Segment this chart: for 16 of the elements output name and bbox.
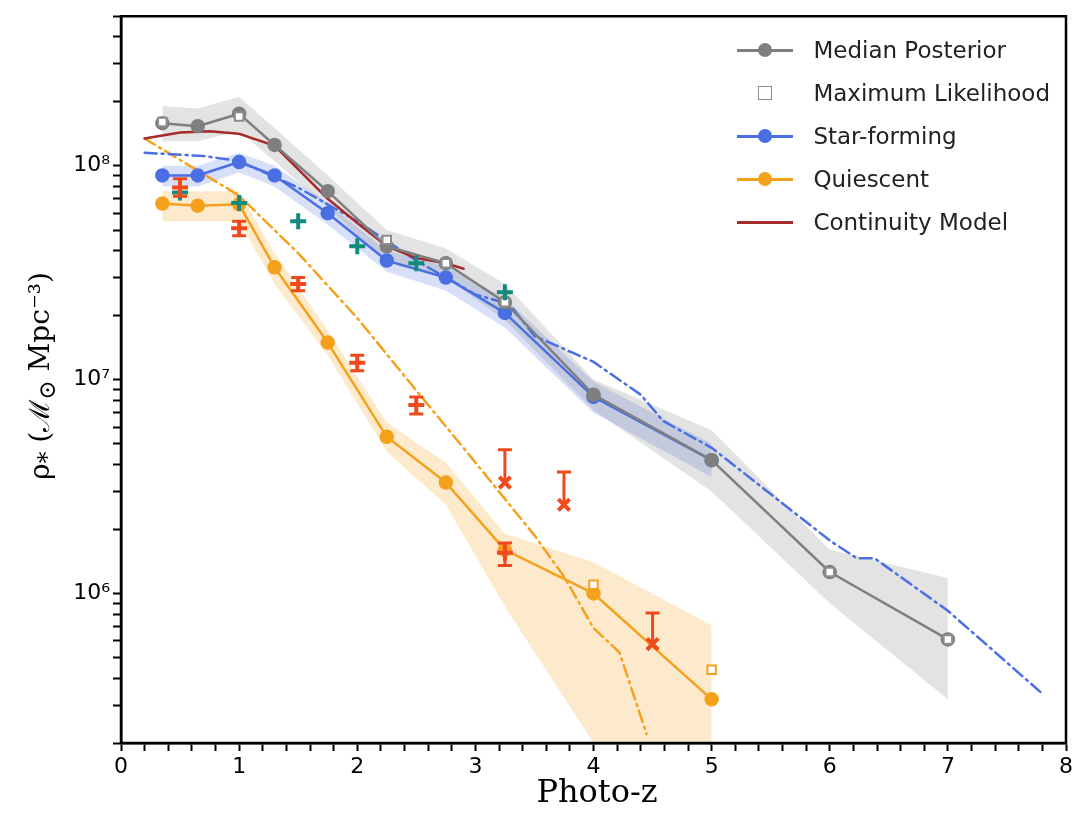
legend-label: Median Posterior xyxy=(813,36,1007,63)
x-tick-label: 7 xyxy=(940,752,955,778)
legend-label: Star-forming xyxy=(813,122,957,149)
x-tick-label: 8 xyxy=(1059,752,1073,778)
legend-label: Quiescent xyxy=(813,165,930,192)
x-tick-label: 5 xyxy=(704,752,719,778)
y-tick-label: 10⁷ xyxy=(73,365,110,391)
x-tick-label: 0 xyxy=(114,752,128,778)
y-tick-label: 10⁸ xyxy=(73,151,111,177)
legend-label: Maximum Likelihood xyxy=(813,79,1050,106)
y-tick-label: 10⁶ xyxy=(73,579,111,605)
x-tick-label: 3 xyxy=(468,752,483,778)
legend-label: Continuity Model xyxy=(813,208,1009,235)
x-tick-label: 2 xyxy=(350,752,365,778)
x-tick-label: 6 xyxy=(822,752,837,778)
x-tick-label: 1 xyxy=(232,752,247,778)
